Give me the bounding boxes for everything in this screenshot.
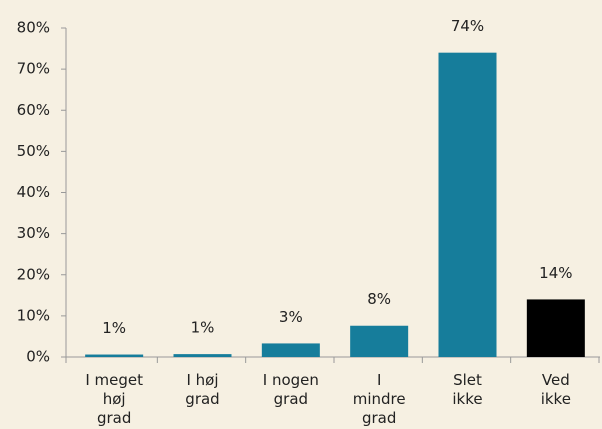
- data-label: 3%: [279, 308, 303, 326]
- x-tick-label: I meget høj grad: [85, 371, 143, 427]
- y-tick-label: 30%: [17, 224, 50, 242]
- bar: [438, 52, 497, 358]
- y-tick-label: 60%: [17, 101, 50, 119]
- data-label: 1%: [102, 319, 126, 337]
- bar: [261, 343, 320, 357]
- x-tick-label: I høj grad: [185, 371, 220, 408]
- data-label: 14%: [539, 264, 572, 282]
- data-label: 1%: [191, 319, 215, 337]
- data-label: 74%: [451, 17, 484, 35]
- x-tick-label: I nogen grad: [262, 371, 319, 408]
- y-tick-label: 10%: [17, 306, 50, 324]
- bar: [85, 354, 144, 357]
- x-tick-label: Ved ikke: [540, 371, 571, 408]
- y-tick-label: 80%: [17, 19, 50, 37]
- data-label: 8%: [367, 290, 391, 308]
- bar: [526, 299, 585, 357]
- y-tick-label: 40%: [17, 183, 50, 201]
- bar: [350, 325, 409, 357]
- x-tick-label: Slet ikke: [452, 371, 483, 408]
- y-tick-label: 0%: [26, 348, 50, 366]
- bar: [173, 354, 232, 357]
- y-tick-label: 70%: [17, 60, 50, 78]
- y-tick-label: 50%: [17, 142, 50, 160]
- y-tick-label: 20%: [17, 265, 50, 283]
- x-tick-label: I mindre grad: [352, 371, 406, 427]
